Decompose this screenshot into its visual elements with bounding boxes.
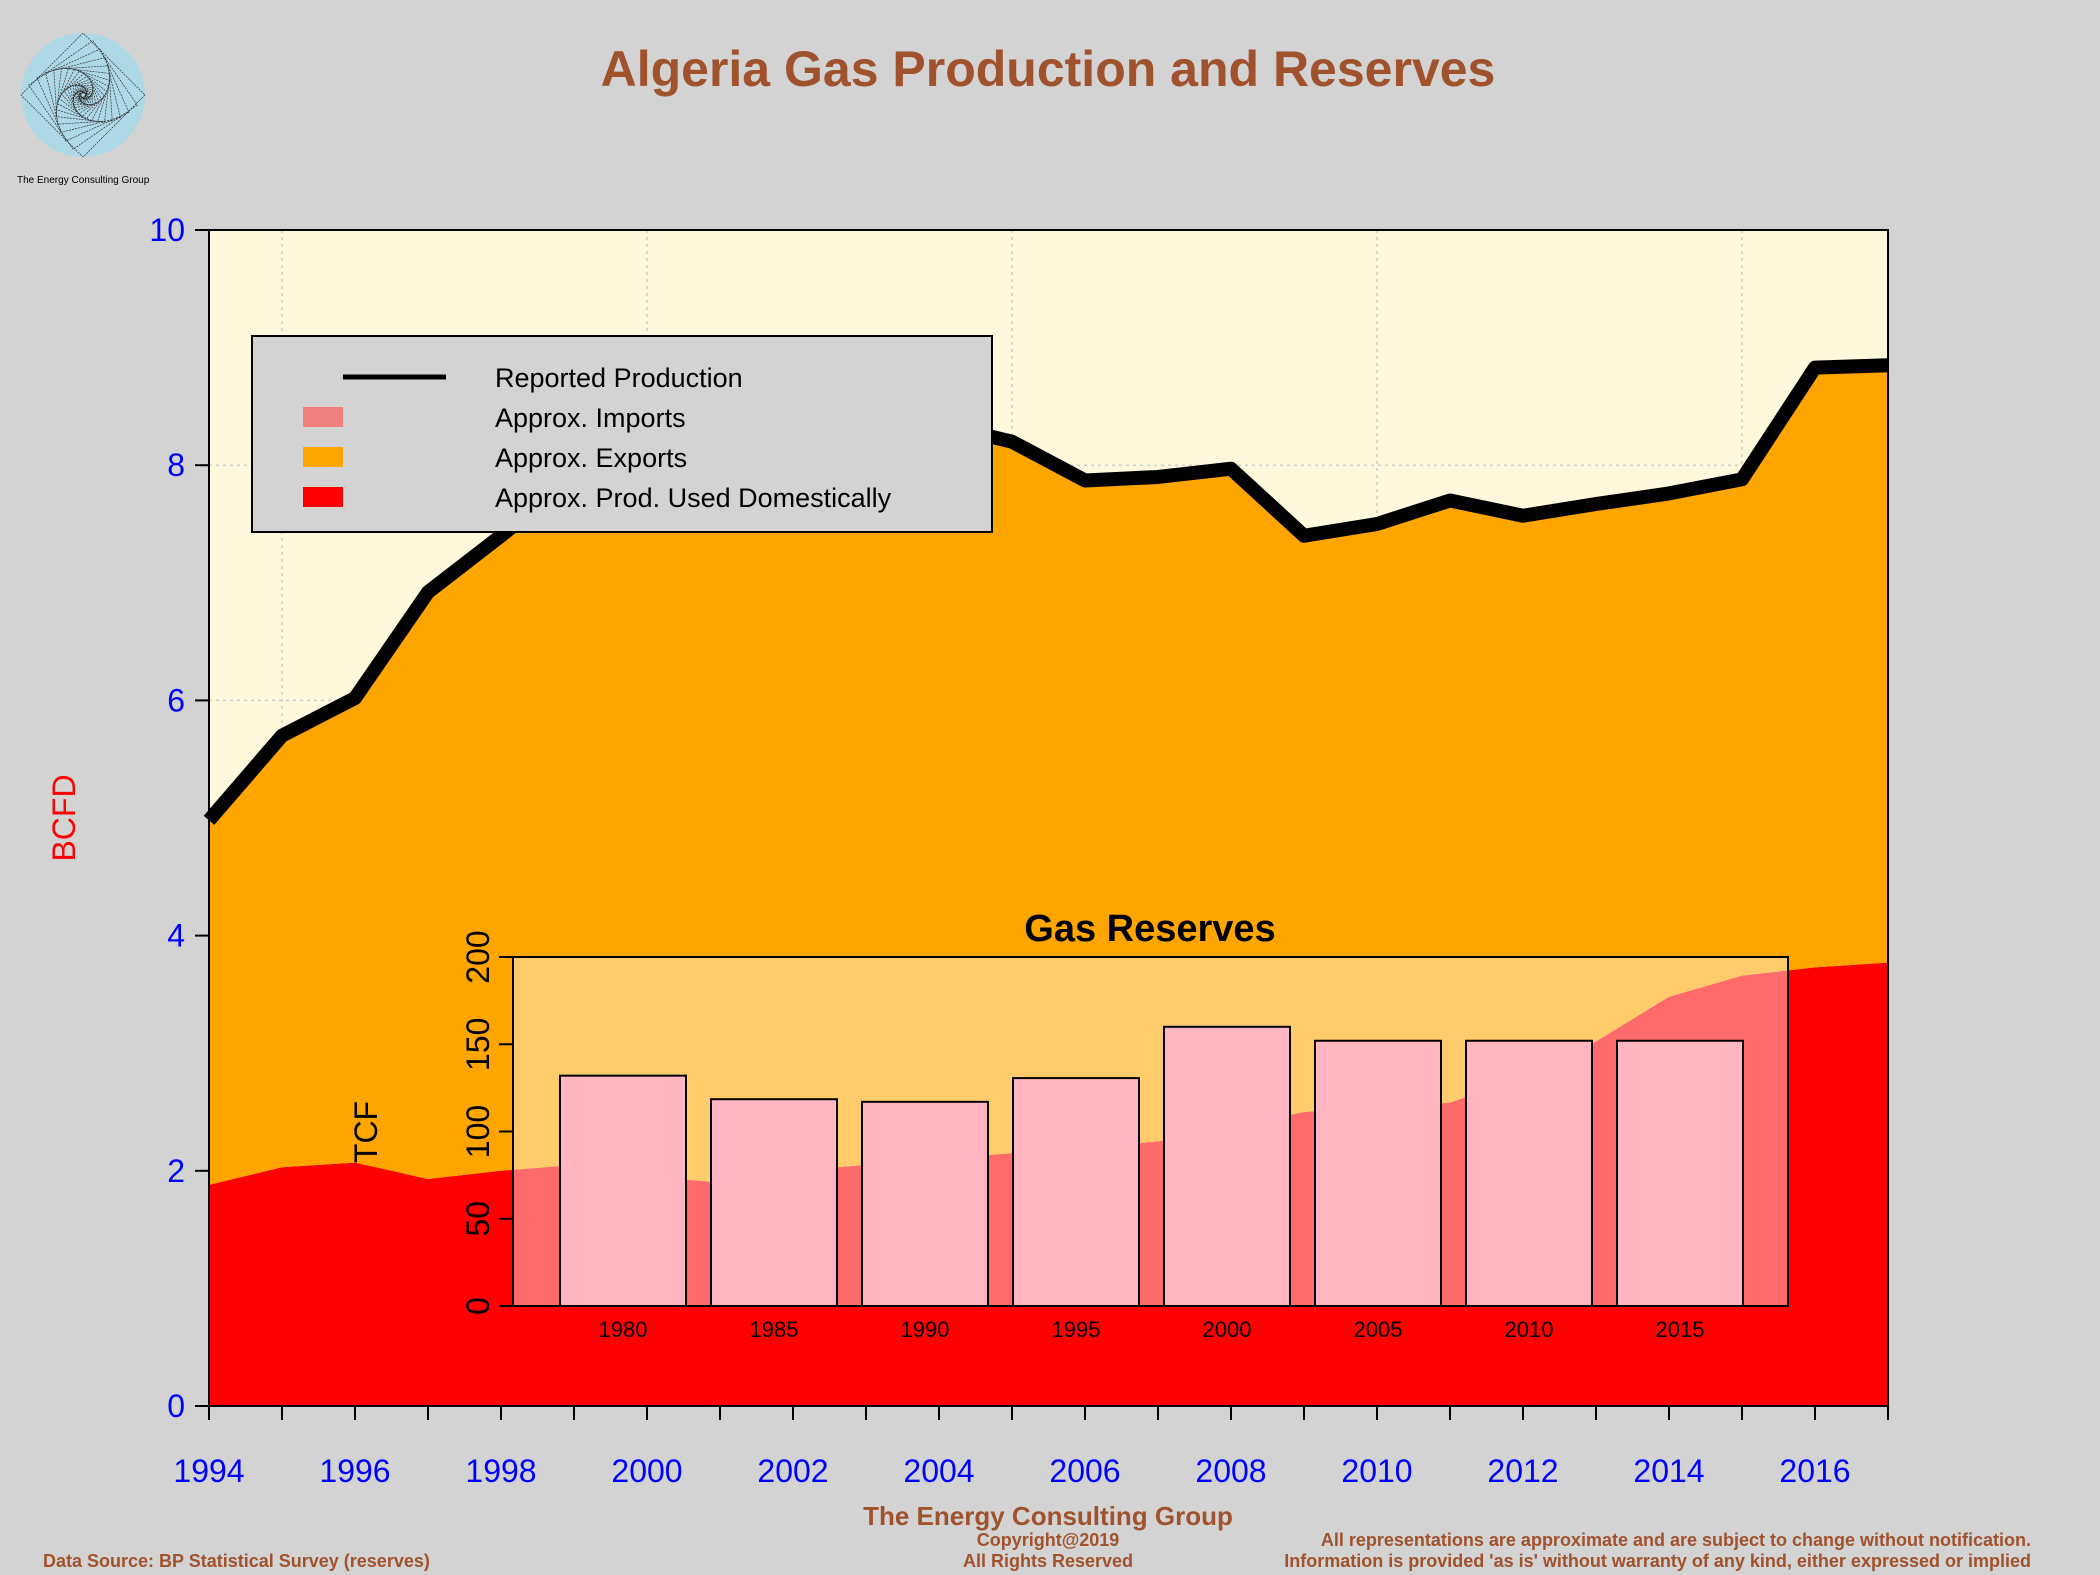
logo-spiral-icon bbox=[79, 91, 87, 99]
reserves-bar bbox=[1616, 1039, 1744, 1307]
reserves-bar bbox=[1012, 1077, 1140, 1308]
logo-spiral-icon bbox=[60, 72, 106, 118]
legend-swatch bbox=[303, 407, 343, 427]
x-tick-label: 2004 bbox=[903, 1453, 974, 1489]
logo-spiral-icon bbox=[79, 91, 87, 99]
logo-spiral-icon bbox=[63, 75, 103, 115]
inset-y-tick-label: 150 bbox=[460, 1018, 496, 1071]
inset-y-tick-label: 200 bbox=[460, 930, 496, 983]
reserves-bar bbox=[861, 1100, 989, 1307]
reserves-bar bbox=[1465, 1039, 1593, 1307]
legend-swatch bbox=[303, 487, 343, 507]
reserves-inset-chart: 1980 1985 1990 1995 2000 2005 2010 2015 0 50 100 15… bbox=[348, 908, 1789, 1342]
legend: Reported Production Approx. Imports Approx… bbox=[251, 335, 993, 533]
legend-swatch bbox=[303, 447, 343, 467]
x-tick-label: 2002 bbox=[757, 1453, 828, 1489]
logo-spiral-icon bbox=[45, 57, 121, 133]
footer-data-source: Data Source: BP Statistical Survey (rese… bbox=[43, 1551, 430, 1571]
inset-background bbox=[513, 957, 1788, 1306]
x-tick-label: 2014 bbox=[1633, 1453, 1704, 1489]
footer-disclaimer-2: Information is provided 'as is' without … bbox=[1284, 1551, 2031, 1571]
production-line bbox=[203, 358, 1889, 825]
inset-y-tick-label: 50 bbox=[460, 1201, 496, 1237]
footer-rights: All Rights Reserved bbox=[963, 1551, 1133, 1571]
reserves-bar bbox=[710, 1098, 838, 1308]
inset-y-tick-label: 0 bbox=[460, 1297, 496, 1315]
logo bbox=[20, 32, 146, 158]
legend-box bbox=[251, 335, 993, 533]
legend-label: Reported Production bbox=[495, 363, 743, 393]
x-tick-label: 1998 bbox=[465, 1453, 536, 1489]
chart-title: Algeria Gas Production and Reserves bbox=[601, 41, 1496, 97]
inset-x-tick-label: 2015 bbox=[1656, 1317, 1705, 1342]
x-tick-label: 2000 bbox=[611, 1453, 682, 1489]
inset-x-tick-label: 2005 bbox=[1354, 1317, 1403, 1342]
y-tick-label: 0 bbox=[167, 1388, 185, 1424]
logo-text: The Energy Consulting Group bbox=[17, 175, 150, 186]
x-tick-label: 2010 bbox=[1341, 1453, 1412, 1489]
y-tick-label: 2 bbox=[167, 1153, 185, 1189]
logo-spiral-icon bbox=[69, 81, 97, 109]
logo-spiral-icon bbox=[55, 67, 111, 123]
inset-y-axis-label: TCF bbox=[348, 1101, 384, 1163]
logo-spiral-icon bbox=[58, 70, 108, 120]
inset-x-tick-label: 1985 bbox=[750, 1317, 799, 1342]
footer-disclaimer-1: All representations are approximate and … bbox=[1321, 1530, 2031, 1550]
y-axis-label: BCFD bbox=[46, 774, 82, 861]
inset-x-tick-label: 1990 bbox=[901, 1317, 950, 1342]
logo-spiral-icon bbox=[55, 67, 111, 123]
inset-x-tick-label: 2010 bbox=[1505, 1317, 1554, 1342]
inset-title: Gas Reserves bbox=[1024, 908, 1275, 950]
area-exports bbox=[209, 365, 1888, 1185]
x-tick-label: 2012 bbox=[1487, 1453, 1558, 1489]
x-tick-label: 1994 bbox=[173, 1453, 244, 1489]
footer-copyright: Copyright@2019 bbox=[977, 1530, 1120, 1550]
y-tick-label: 8 bbox=[167, 447, 185, 483]
legend-label: Approx. Imports bbox=[495, 403, 686, 433]
reserves-bar bbox=[559, 1074, 687, 1308]
logo-spiral-icon bbox=[36, 48, 130, 142]
logo-spiral-icon bbox=[20, 32, 146, 158]
logo-circle-icon bbox=[21, 33, 145, 157]
inset-y-tick-label: 100 bbox=[460, 1105, 496, 1158]
logo-spiral-icon bbox=[74, 86, 92, 104]
logo-spiral-icon bbox=[56, 68, 110, 122]
legend-label: Approx. Prod. Used Domestically bbox=[495, 483, 892, 513]
legend-label: Approx. Exports bbox=[495, 443, 687, 473]
inset-x-tick-label: 1980 bbox=[599, 1317, 648, 1342]
reserves-bar bbox=[1163, 1025, 1291, 1308]
x-tick-label: 2008 bbox=[1195, 1453, 1266, 1489]
y-tick-label: 6 bbox=[167, 682, 185, 718]
logo-spiral-icon bbox=[78, 90, 88, 100]
logo-spiral-icon bbox=[28, 40, 138, 150]
x-tick-label: 2016 bbox=[1779, 1453, 1850, 1489]
y-tick-label: 4 bbox=[167, 918, 185, 954]
reserves-bar bbox=[1314, 1039, 1442, 1307]
plot-frame bbox=[208, 229, 1889, 1407]
logo-spiral-icon bbox=[53, 65, 113, 125]
inset-x-tick-label: 1995 bbox=[1052, 1317, 1101, 1342]
x-tick-label: 2006 bbox=[1049, 1453, 1120, 1489]
inset-x-tick-label: 2000 bbox=[1203, 1317, 1252, 1342]
footer-company: The Energy Consulting Group bbox=[863, 1501, 1233, 1531]
x-tick-label: 1996 bbox=[319, 1453, 390, 1489]
y-tick-label: 10 bbox=[149, 212, 185, 248]
logo-spiral-icon bbox=[66, 78, 100, 112]
